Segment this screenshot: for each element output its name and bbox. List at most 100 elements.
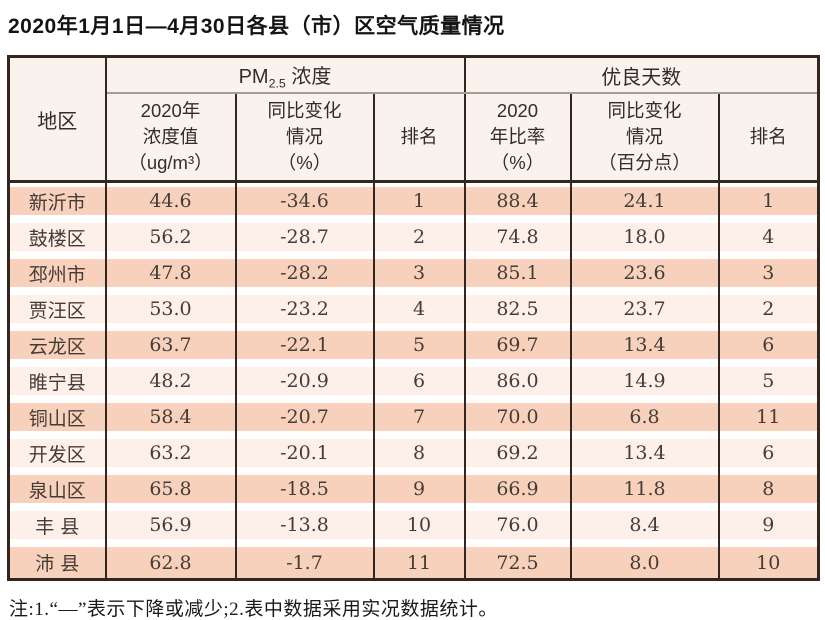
col-header-days-rate: 2020 年比率 （%） (463, 93, 572, 183)
days-rank-cell: 1 (717, 181, 820, 219)
pm-change-cell: -20.9 (234, 363, 375, 399)
pm-rank-cell: 10 (372, 507, 466, 543)
pm-value-cell: 62.8 (104, 543, 237, 580)
col-header-days-change: 同比变化 情况 （百分点） (569, 93, 720, 183)
days-change-cell: 6.8 (569, 399, 720, 435)
days-rate-cell: 70.0 (463, 399, 572, 435)
days-rank-cell: 10 (717, 543, 820, 580)
pm-rank-cell: 7 (372, 399, 466, 435)
days-rate-cell: 72.5 (463, 543, 572, 580)
region-cell: 泉山区 (7, 471, 107, 507)
pm-value-cell: 44.6 (104, 181, 237, 219)
table-row: 贾汪区 53.0 -23.2 4 82.5 23.7 2 (7, 291, 820, 327)
table-row: 新沂市 44.6 -34.6 1 88.4 24.1 1 (7, 181, 820, 219)
pm-rank-cell: 1 (372, 181, 466, 219)
pm-change-cell: -18.5 (234, 471, 375, 507)
pm-change-cell: -22.1 (234, 327, 375, 363)
col-header-days-rank: 排名 (717, 93, 820, 183)
pm-value-cell: 48.2 (104, 363, 237, 399)
table-row: 开发区 63.2 -20.1 8 69.2 13.4 6 (7, 435, 820, 471)
region-cell: 贾汪区 (7, 291, 107, 327)
col-group-good-days: 优良天数 (463, 56, 820, 94)
days-rate-cell: 82.5 (463, 291, 572, 327)
days-rank-cell: 9 (717, 507, 820, 543)
table-header: 地区 PM2.5 浓度 优良天数 2020年 浓度值 （ug/m³） 同比变化 … (7, 56, 820, 183)
region-cell: 丰 县 (7, 507, 107, 543)
days-change-cell: 23.7 (569, 291, 720, 327)
pm-rank-cell: 8 (372, 435, 466, 471)
pm-change-cell: -28.2 (234, 255, 375, 291)
col-header-pm-rank: 排名 (372, 93, 466, 183)
days-rate-cell: 88.4 (463, 181, 572, 219)
pm-rank-cell: 11 (372, 543, 466, 580)
pm25-label-prefix: PM (238, 65, 269, 88)
pm-change-cell: -28.7 (234, 219, 375, 255)
region-cell: 云龙区 (7, 327, 107, 363)
table-row: 鼓楼区 56.2 -28.7 2 74.8 18.0 4 (7, 219, 820, 255)
pm-change-cell: -20.7 (234, 399, 375, 435)
col-header-pm-value: 2020年 浓度值 （ug/m³） (104, 93, 237, 183)
days-change-cell: 13.4 (569, 435, 720, 471)
pm-value-cell: 47.8 (104, 255, 237, 291)
days-rate-cell: 85.1 (463, 255, 572, 291)
days-change-cell: 18.0 (569, 219, 720, 255)
pm-value-cell: 63.7 (104, 327, 237, 363)
pm-rank-cell: 3 (372, 255, 466, 291)
days-change-cell: 14.9 (569, 363, 720, 399)
days-change-cell: 8.4 (569, 507, 720, 543)
col-header-pm-change: 同比变化 情况 （%） (234, 93, 375, 183)
days-rank-cell: 11 (717, 399, 820, 435)
days-rate-cell: 66.9 (463, 471, 572, 507)
footnote: 注:1.“—”表示下降或减少;2.表中数据采用实况数据统计。 (9, 599, 498, 620)
pm-value-cell: 65.8 (104, 471, 237, 507)
pm-rank-cell: 2 (372, 219, 466, 255)
days-change-cell: 13.4 (569, 327, 720, 363)
pm-value-cell: 53.0 (104, 291, 237, 327)
pm-change-cell: -34.6 (234, 181, 375, 219)
days-rank-cell: 4 (717, 219, 820, 255)
page-title: 2020年1月1日—4月30日各县（市）区空气质量情况 (8, 15, 505, 38)
pm25-label-subscript: 2.5 (268, 76, 286, 91)
days-change-cell: 23.6 (569, 255, 720, 291)
region-cell: 开发区 (7, 435, 107, 471)
region-cell: 睢宁县 (7, 363, 107, 399)
table-row: 丰 县 56.9 -13.8 10 76.0 8.4 9 (7, 507, 820, 543)
region-cell: 铜山区 (7, 399, 107, 435)
days-rate-cell: 74.8 (463, 219, 572, 255)
col-group-pm25: PM2.5 浓度 (104, 56, 466, 94)
days-rank-cell: 5 (717, 363, 820, 399)
days-rate-cell: 76.0 (463, 507, 572, 543)
pm-change-cell: -13.8 (234, 507, 375, 543)
region-cell: 沛 县 (7, 543, 107, 580)
air-quality-table: 地区 PM2.5 浓度 优良天数 2020年 浓度值 （ug/m³） 同比变化 … (7, 55, 821, 581)
region-cell: 邳州市 (7, 255, 107, 291)
pm-rank-cell: 4 (372, 291, 466, 327)
days-change-cell: 24.1 (569, 181, 720, 219)
days-change-cell: 8.0 (569, 543, 720, 580)
table-row: 铜山区 58.4 -20.7 7 70.0 6.8 11 (7, 399, 820, 435)
pm-value-cell: 58.4 (104, 399, 237, 435)
region-cell: 新沂市 (7, 181, 107, 219)
pm-value-cell: 56.2 (104, 219, 237, 255)
days-rank-cell: 6 (717, 327, 820, 363)
pm25-label-suffix: 浓度 (285, 65, 332, 88)
table-row: 沛 县 62.8 -1.7 11 72.5 8.0 10 (7, 543, 820, 580)
days-change-cell: 11.8 (569, 471, 720, 507)
pm-rank-cell: 6 (372, 363, 466, 399)
days-rank-cell: 2 (717, 291, 820, 327)
days-rank-cell: 8 (717, 471, 820, 507)
days-rank-cell: 3 (717, 255, 820, 291)
pm-rank-cell: 5 (372, 327, 466, 363)
pm-change-cell: -20.1 (234, 435, 375, 471)
pm-change-cell: -23.2 (234, 291, 375, 327)
table-row: 邳州市 47.8 -28.2 3 85.1 23.6 3 (7, 255, 820, 291)
pm-value-cell: 56.9 (104, 507, 237, 543)
col-header-region: 地区 (7, 56, 107, 183)
table-row: 泉山区 65.8 -18.5 9 66.9 11.8 8 (7, 471, 820, 507)
table-row: 睢宁县 48.2 -20.9 6 86.0 14.9 5 (7, 363, 820, 399)
days-rate-cell: 69.7 (463, 327, 572, 363)
region-cell: 鼓楼区 (7, 219, 107, 255)
table-row: 云龙区 63.7 -22.1 5 69.7 13.4 6 (7, 327, 820, 363)
days-rate-cell: 69.2 (463, 435, 572, 471)
